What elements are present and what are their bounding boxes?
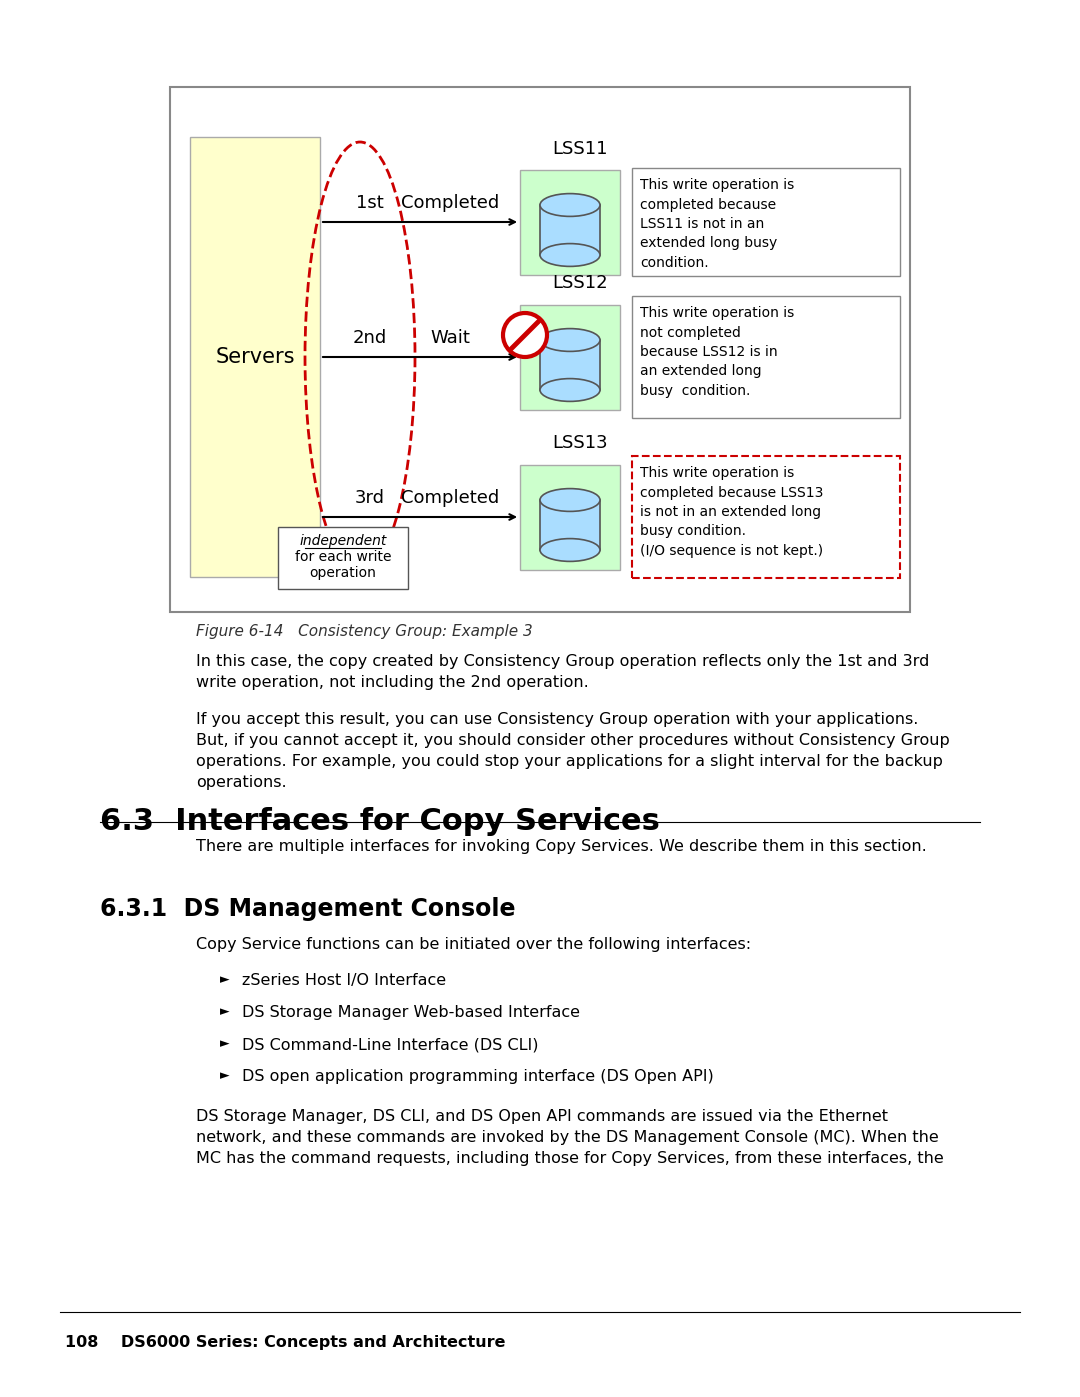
Text: There are multiple interfaces for invoking Copy Services. We describe them in th: There are multiple interfaces for invoki…: [195, 840, 927, 854]
Ellipse shape: [540, 194, 600, 217]
FancyBboxPatch shape: [632, 168, 900, 277]
Text: operation: operation: [310, 566, 377, 580]
Text: 1st: 1st: [356, 194, 383, 212]
Text: Completed: Completed: [401, 489, 499, 507]
Text: If you accept this result, you can use Consistency Group operation with your app: If you accept this result, you can use C…: [195, 712, 949, 789]
Text: DS Storage Manager, DS CLI, and DS Open API commands are issued via the Ethernet: DS Storage Manager, DS CLI, and DS Open …: [195, 1109, 944, 1166]
Text: independent: independent: [299, 534, 387, 548]
FancyBboxPatch shape: [519, 305, 620, 409]
Text: Copy Service functions can be initiated over the following interfaces:: Copy Service functions can be initiated …: [195, 937, 751, 951]
Text: LSS12: LSS12: [552, 274, 608, 292]
Text: This write operation is
completed because
LSS11 is not in an
extended long busy
: This write operation is completed becaus…: [640, 177, 794, 270]
Text: DS Storage Manager Web-based Interface: DS Storage Manager Web-based Interface: [242, 1004, 580, 1020]
Ellipse shape: [540, 243, 600, 267]
FancyBboxPatch shape: [540, 205, 600, 256]
Text: Servers: Servers: [215, 346, 295, 367]
Text: 3rd: 3rd: [355, 489, 384, 507]
FancyBboxPatch shape: [190, 137, 320, 577]
Text: This write operation is
not completed
because LSS12 is in
an extended long
busy : This write operation is not completed be…: [640, 306, 794, 398]
Text: LSS13: LSS13: [552, 434, 608, 453]
Circle shape: [503, 313, 546, 358]
Text: This write operation is
completed because LSS13
is not in an extended long
busy : This write operation is completed becaus…: [640, 467, 823, 557]
FancyBboxPatch shape: [519, 169, 620, 274]
FancyBboxPatch shape: [632, 296, 900, 418]
Text: In this case, the copy created by Consistency Group operation reflects only the : In this case, the copy created by Consis…: [195, 654, 930, 690]
Text: Wait: Wait: [430, 330, 470, 346]
Text: DS open application programming interface (DS Open API): DS open application programming interfac…: [242, 1069, 714, 1084]
Text: ►: ►: [220, 1004, 230, 1018]
Ellipse shape: [540, 489, 600, 511]
Text: Figure 6-14   Consistency Group: Example 3: Figure 6-14 Consistency Group: Example 3: [195, 624, 532, 638]
Text: ►: ►: [220, 1069, 230, 1083]
FancyBboxPatch shape: [170, 87, 910, 612]
Text: ►: ►: [220, 1037, 230, 1051]
Text: 6.3.1  DS Management Console: 6.3.1 DS Management Console: [100, 897, 515, 921]
Text: zSeries Host I/O Interface: zSeries Host I/O Interface: [242, 972, 446, 988]
Text: Completed: Completed: [401, 194, 499, 212]
FancyBboxPatch shape: [278, 527, 408, 590]
Ellipse shape: [540, 539, 600, 562]
Text: for each write: for each write: [295, 550, 391, 564]
Ellipse shape: [540, 379, 600, 401]
Ellipse shape: [540, 328, 600, 352]
Text: DS Command-Line Interface (DS CLI): DS Command-Line Interface (DS CLI): [242, 1037, 539, 1052]
Text: 2nd: 2nd: [353, 330, 387, 346]
FancyBboxPatch shape: [540, 500, 600, 550]
Text: 108    DS6000 Series: Concepts and Architecture: 108 DS6000 Series: Concepts and Architec…: [65, 1336, 505, 1350]
Text: ►: ►: [220, 972, 230, 986]
Text: LSS11: LSS11: [552, 140, 608, 158]
Text: 6.3  Interfaces for Copy Services: 6.3 Interfaces for Copy Services: [100, 807, 660, 835]
FancyBboxPatch shape: [540, 339, 600, 390]
FancyBboxPatch shape: [519, 464, 620, 570]
FancyBboxPatch shape: [632, 455, 900, 578]
